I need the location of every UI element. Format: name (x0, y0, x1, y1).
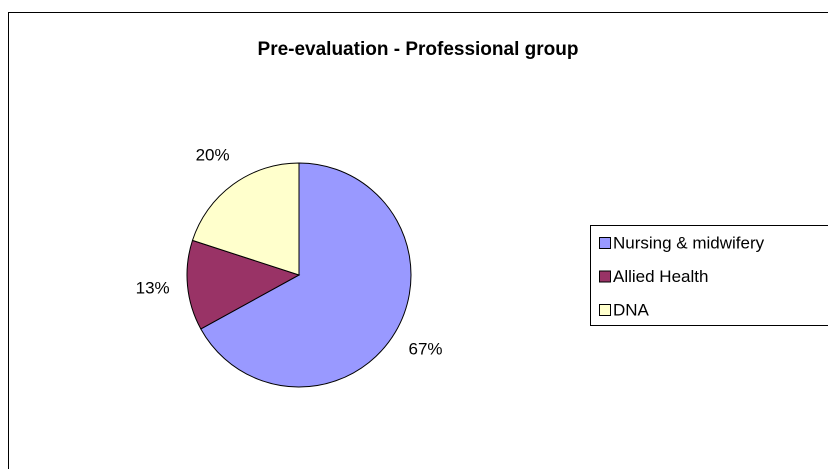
pie-slice (200, 162, 412, 388)
chart-title: Pre-evaluation - Professional group (258, 39, 579, 60)
legend-swatch (599, 270, 611, 283)
legend-swatch (599, 304, 611, 316)
legend-label: Nursing & midwifery (613, 233, 765, 252)
pie-slice (186, 239, 301, 330)
legend-swatch (599, 237, 611, 249)
data-label: 67% (409, 339, 443, 358)
legend-label: Allied Health (613, 267, 708, 286)
data-label: 20% (196, 146, 230, 165)
legend-label: DNA (613, 300, 650, 319)
legend-box (590, 225, 828, 326)
pie-slice (191, 162, 300, 276)
data-label: 13% (136, 278, 170, 297)
